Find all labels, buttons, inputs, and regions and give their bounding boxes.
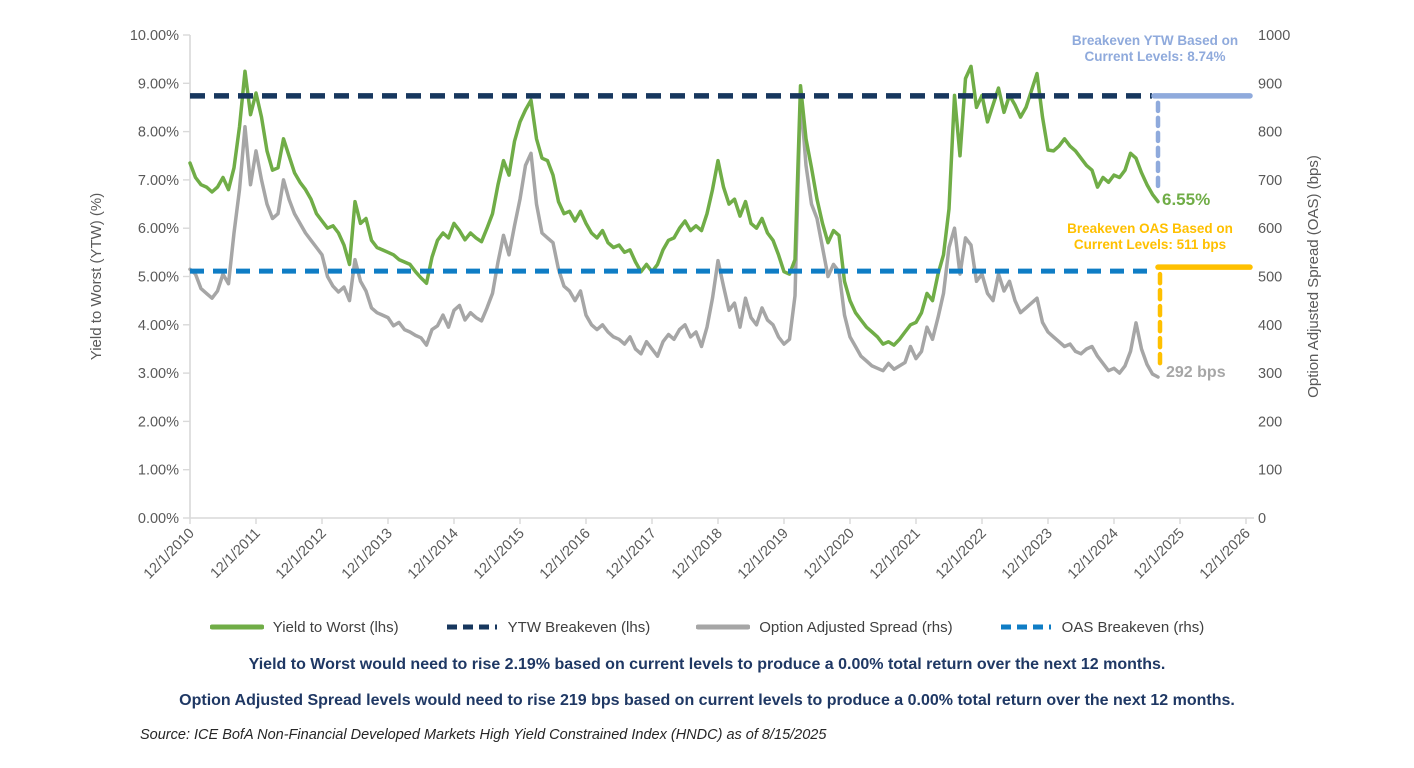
svg-text:5.00%: 5.00%: [138, 270, 179, 286]
svg-text:12/1/2025: 12/1/2025: [1131, 526, 1188, 583]
svg-text:12/1/2022: 12/1/2022: [933, 526, 990, 583]
svg-text:12/1/2020: 12/1/2020: [801, 526, 858, 583]
right-axis-title: Option Adjusted Spread (OAS) (bps): [1305, 155, 1322, 398]
svg-text:100: 100: [1258, 463, 1282, 479]
breakeven-oas-annotation: Breakeven OAS Based on Current Levels: 5…: [1000, 221, 1300, 254]
oas-current-value-label: 292 bps: [1166, 364, 1226, 381]
chart-legend: Yield to Worst (lhs) YTW Breakeven (lhs)…: [0, 618, 1414, 636]
svg-text:12/1/2010: 12/1/2010: [141, 526, 198, 583]
oas-series-line: [188, 93, 1160, 379]
svg-text:12/1/2023: 12/1/2023: [999, 526, 1056, 583]
breakeven-ytw-annotation: Breakeven YTW Based on Current Levels: 8…: [1005, 33, 1305, 66]
legend-item-oas-breakeven: OAS Breakeven (rhs): [999, 618, 1205, 636]
legend-label-ytw-breakeven: YTW Breakeven (lhs): [507, 618, 651, 636]
svg-text:12/1/2017: 12/1/2017: [603, 526, 660, 583]
legend-item-ytw-breakeven: YTW Breakeven (lhs): [445, 618, 651, 636]
svg-text:7.00%: 7.00%: [138, 173, 179, 189]
svg-text:12/1/2012: 12/1/2012: [273, 526, 330, 583]
legend-label-ytw: Yield to Worst (lhs): [272, 618, 399, 636]
svg-text:9.00%: 9.00%: [138, 76, 179, 92]
svg-text:8.00%: 8.00%: [138, 125, 179, 141]
ytw-line-swatch: [209, 618, 265, 636]
svg-text:12/1/2011: 12/1/2011: [208, 526, 264, 582]
svg-text:0.00%: 0.00%: [138, 511, 179, 527]
caption-ytw-breakeven: Yield to Worst would need to rise 2.19% …: [248, 656, 1166, 673]
legend-label-oas-breakeven: OAS Breakeven (rhs): [1061, 618, 1205, 636]
svg-text:200: 200: [1258, 414, 1282, 430]
breakeven-ytw-line1: Breakeven YTW Based on: [1071, 33, 1239, 48]
svg-text:600: 600: [1258, 221, 1282, 237]
svg-text:12/1/2024: 12/1/2024: [1065, 526, 1122, 583]
svg-text:0: 0: [1258, 511, 1266, 527]
ytw-current-value-label: 6.55%: [1162, 190, 1211, 209]
svg-text:6.00%: 6.00%: [138, 221, 179, 237]
svg-text:12/1/2021: 12/1/2021: [867, 526, 924, 583]
svg-text:700: 700: [1258, 173, 1282, 189]
svg-text:400: 400: [1258, 318, 1282, 334]
breakeven-oas-line1: Breakeven OAS Based on: [1067, 221, 1233, 236]
svg-text:4.00%: 4.00%: [138, 318, 179, 334]
plot-svg: 0.00% 1.00% 2.00% 3.00% 4.00% 5.00% 6.00% 7.00%…: [88, 28, 1322, 583]
svg-text:12/1/2015: 12/1/2015: [471, 526, 528, 583]
svg-text:1.00%: 1.00%: [138, 463, 179, 479]
ytw-series-line: [188, 64, 1160, 347]
svg-text:800: 800: [1258, 125, 1282, 141]
svg-text:500: 500: [1258, 270, 1282, 286]
legend-item-ytw: Yield to Worst (lhs): [209, 618, 399, 636]
svg-text:900: 900: [1258, 76, 1282, 92]
svg-text:12/1/2019: 12/1/2019: [735, 526, 792, 583]
svg-text:10.00%: 10.00%: [130, 28, 179, 44]
svg-text:300: 300: [1258, 366, 1282, 382]
svg-text:12/1/2016: 12/1/2016: [537, 526, 594, 583]
svg-text:12/1/2026: 12/1/2026: [1197, 526, 1254, 583]
svg-text:12/1/2013: 12/1/2013: [339, 526, 396, 583]
svg-text:12/1/2018: 12/1/2018: [669, 526, 726, 583]
svg-text:3.00%: 3.00%: [138, 366, 179, 382]
breakeven-ytw-line2: Current Levels: 8.74%: [1084, 49, 1226, 65]
ytw-breakeven-dash-swatch: [445, 618, 499, 636]
oas-line-swatch: [695, 618, 751, 636]
svg-text:2.00%: 2.00%: [138, 414, 179, 430]
svg-text:12/1/2014: 12/1/2014: [405, 526, 462, 583]
oas-breakeven-dash-swatch: [999, 618, 1053, 636]
caption-oas-breakeven: Option Adjusted Spread levels would need…: [179, 692, 1235, 709]
breakeven-oas-line2: Current Levels: 511 bps: [1073, 237, 1227, 253]
legend-label-oas: Option Adjusted Spread (rhs): [759, 618, 953, 636]
source-note: Source: ICE BofA Non-Financial Developed…: [140, 727, 827, 743]
left-axis-title: Yield to Worst (YTW) (%): [88, 193, 105, 361]
legend-item-oas: Option Adjusted Spread (rhs): [695, 618, 953, 636]
svg-text:1000: 1000: [1258, 28, 1290, 44]
